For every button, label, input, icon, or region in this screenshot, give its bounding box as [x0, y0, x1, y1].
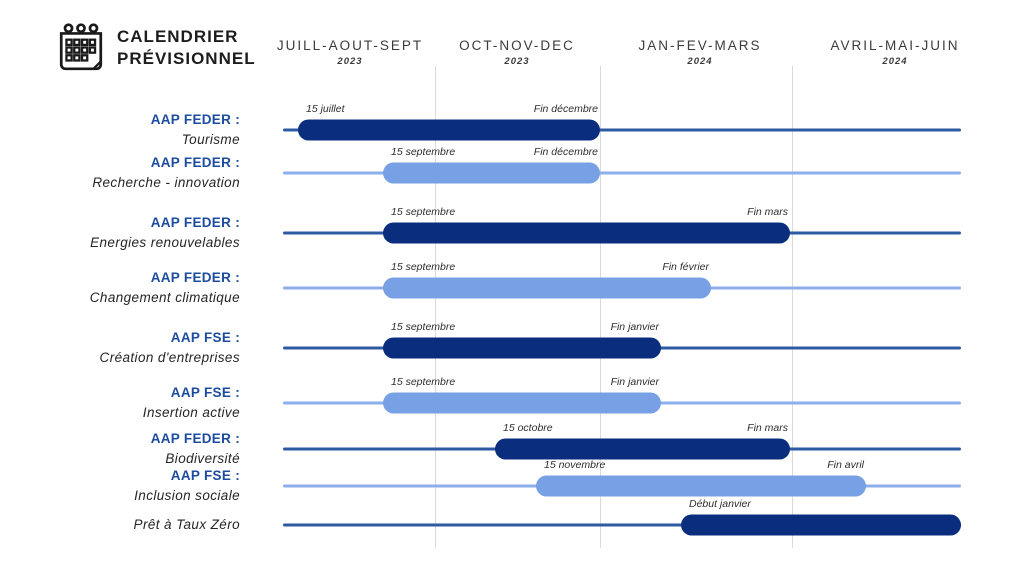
quarter-year: 2024 [687, 56, 713, 67]
gridline [435, 66, 436, 548]
bar-end-date: Fin janvier [610, 376, 659, 388]
row-baseline [283, 523, 961, 527]
quarter-header: OCT-NOV-DEC 2023 [459, 38, 575, 67]
row-label: AAP FEDER : Energies renouvelables [90, 213, 240, 254]
bar-end-date: Fin décembre [533, 146, 598, 158]
row-name: Tourisme [181, 132, 240, 147]
bar-start-date: 15 septembre [391, 146, 456, 158]
bar-end-date: Fin février [662, 261, 709, 273]
row-program: AAP FSE : [170, 384, 240, 400]
bar-start-date: 15 septembre [391, 206, 456, 218]
quarter-label: JAN-FEV-MARS [638, 38, 762, 53]
page-title: CALENDRIER PRÉVISIONNEL [117, 26, 256, 71]
gridline [792, 66, 793, 548]
gantt-bar [383, 337, 661, 359]
quarter-header: JUILL-AOUT-SEPT 2023 [277, 38, 423, 67]
row-label: AAP FSE : Inclusion sociale [134, 466, 240, 507]
row-name: Création d'entreprises [99, 350, 240, 365]
gantt-bar [383, 222, 790, 244]
row-label: AAP FEDER : Changement climatique [90, 268, 240, 309]
row-program: AAP FEDER : [150, 430, 240, 446]
quarter-label: AVRIL-MAI-JUIN [830, 38, 960, 53]
page-title-line1: CALENDRIER [117, 26, 239, 46]
row-name: Prêt à Taux Zéro [133, 516, 240, 532]
row-name: Insertion active [142, 405, 240, 420]
row-label: AAP FEDER : Biodiversité [151, 429, 240, 470]
row-label: Prêt à Taux Zéro [134, 515, 240, 535]
bar-end-date: Fin avril [827, 459, 864, 471]
gantt-bar [495, 438, 790, 460]
row-program: AAP FEDER : [150, 269, 240, 285]
gantt-bar [536, 475, 866, 497]
row-program: AAP FSE : [170, 467, 240, 483]
bar-start-date: 15 septembre [391, 376, 456, 388]
gantt-bar [298, 119, 600, 141]
bar-start-date: 15 septembre [391, 321, 456, 333]
gantt-bar [681, 514, 961, 536]
quarter-label: JUILL-AOUT-SEPT [276, 38, 424, 53]
page-title-line2: PRÉVISIONNEL [117, 49, 256, 68]
bar-end-date: Fin mars [747, 422, 788, 434]
bar-start-date: 15 octobre [503, 422, 553, 434]
quarter-year: 2024 [882, 56, 908, 67]
row-name: Inclusion sociale [134, 488, 240, 503]
row-program: AAP FEDER : [150, 214, 240, 230]
quarter-header: AVRIL-MAI-JUIN 2024 [830, 38, 959, 67]
gantt-bar [383, 162, 600, 184]
row-label: AAP FEDER : Recherche - innovation [92, 153, 240, 194]
row-program: AAP FSE : [170, 329, 240, 345]
row-name: Energies renouvelables [90, 235, 240, 250]
gantt-bar [383, 392, 661, 414]
bar-end-date: Fin mars [747, 206, 788, 218]
bar-end-date: Fin janvier [610, 321, 659, 333]
row-label: AAP FEDER : Tourisme [151, 110, 240, 151]
row-baseline [283, 171, 961, 175]
quarter-year: 2023 [504, 56, 530, 67]
gridline [600, 66, 601, 548]
row-name: Recherche - innovation [92, 175, 240, 190]
quarter-header: JAN-FEV-MARS 2024 [638, 38, 761, 67]
row-program: AAP FEDER : [150, 154, 240, 170]
bar-start-date: 15 septembre [391, 261, 456, 273]
bar-end-date: Fin décembre [533, 103, 598, 115]
quarter-label: OCT-NOV-DEC [459, 38, 575, 53]
bar-start-date: 15 juillet [306, 103, 345, 115]
bar-start-date: 15 novembre [544, 459, 606, 471]
bar-start-date: Début janvier [689, 498, 751, 510]
row-label: AAP FSE : Insertion active [143, 383, 240, 424]
row-program: AAP FEDER : [150, 111, 240, 127]
logo: CALENDRIER PRÉVISIONNEL [56, 22, 256, 74]
calendar-icon [59, 23, 103, 71]
row-label: AAP FSE : Création d'entreprises [100, 328, 240, 369]
row-name: Changement climatique [89, 290, 240, 305]
gantt-bar [383, 277, 711, 299]
row-name: Biodiversité [165, 451, 240, 466]
quarter-year: 2023 [337, 56, 363, 67]
row-baseline [283, 128, 961, 132]
